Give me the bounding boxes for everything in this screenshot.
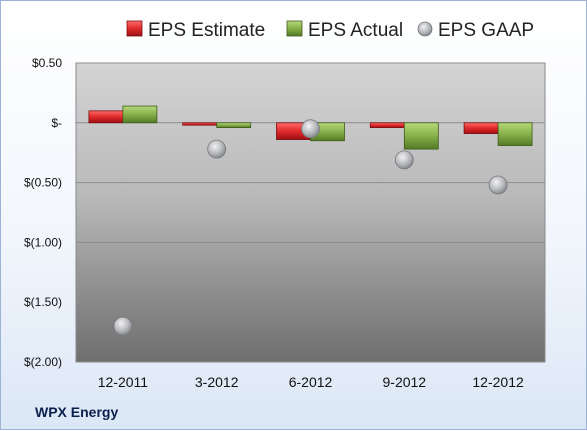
eps-actual-bar xyxy=(216,122,252,128)
x-category-label: 9-2012 xyxy=(383,374,427,390)
x-category-label: 6-2012 xyxy=(289,374,333,390)
x-axis-categories: 12-2011 3-2012 6-2012 9-2012 12-2012 xyxy=(98,374,524,390)
eps-gaap-point xyxy=(207,139,227,159)
eps-gaap-point xyxy=(301,119,320,139)
eps-actual-bar xyxy=(122,105,158,124)
eps-gaap-point xyxy=(488,175,508,195)
eps-estimate-bar xyxy=(182,122,218,126)
y-tick-label: $- xyxy=(51,116,62,130)
x-category-label: 12-2011 xyxy=(98,374,149,390)
legend-swatch-actual xyxy=(286,20,303,37)
eps-estimate-bar xyxy=(88,110,124,124)
y-tick-label: $0.50 xyxy=(32,56,62,70)
y-tick-label: $(2.00) xyxy=(24,355,62,369)
legend-label: EPS Estimate xyxy=(148,20,265,41)
company-label: WPX Energy xyxy=(35,404,118,420)
legend-swatch-gaap xyxy=(417,21,433,37)
eps-actual-bar xyxy=(497,122,533,146)
legend-label: EPS GAAP xyxy=(438,20,534,41)
eps-estimate-bar xyxy=(463,122,499,134)
y-tick-label: $(0.50) xyxy=(24,176,62,190)
x-category-label: 12-2012 xyxy=(472,374,524,390)
legend-label: EPS Actual xyxy=(308,20,403,41)
gaap-points xyxy=(113,119,508,336)
y-tick-label: $(1.00) xyxy=(24,235,62,249)
eps-gaap-point xyxy=(394,150,414,170)
legend: EPS Estimate EPS Actual EPS GAAP xyxy=(126,20,534,41)
legend-swatch-estimate xyxy=(126,20,143,37)
eps-estimate-bar xyxy=(369,122,405,128)
eps-actual-bar xyxy=(403,122,439,150)
y-tick-label: $(1.50) xyxy=(24,295,62,309)
eps-gaap-point xyxy=(113,316,133,336)
x-category-label: 3-2012 xyxy=(195,374,239,390)
y-axis-ticks: $0.50 $- $(0.50) $(1.00) $(1.50) $(2.00) xyxy=(24,56,62,369)
